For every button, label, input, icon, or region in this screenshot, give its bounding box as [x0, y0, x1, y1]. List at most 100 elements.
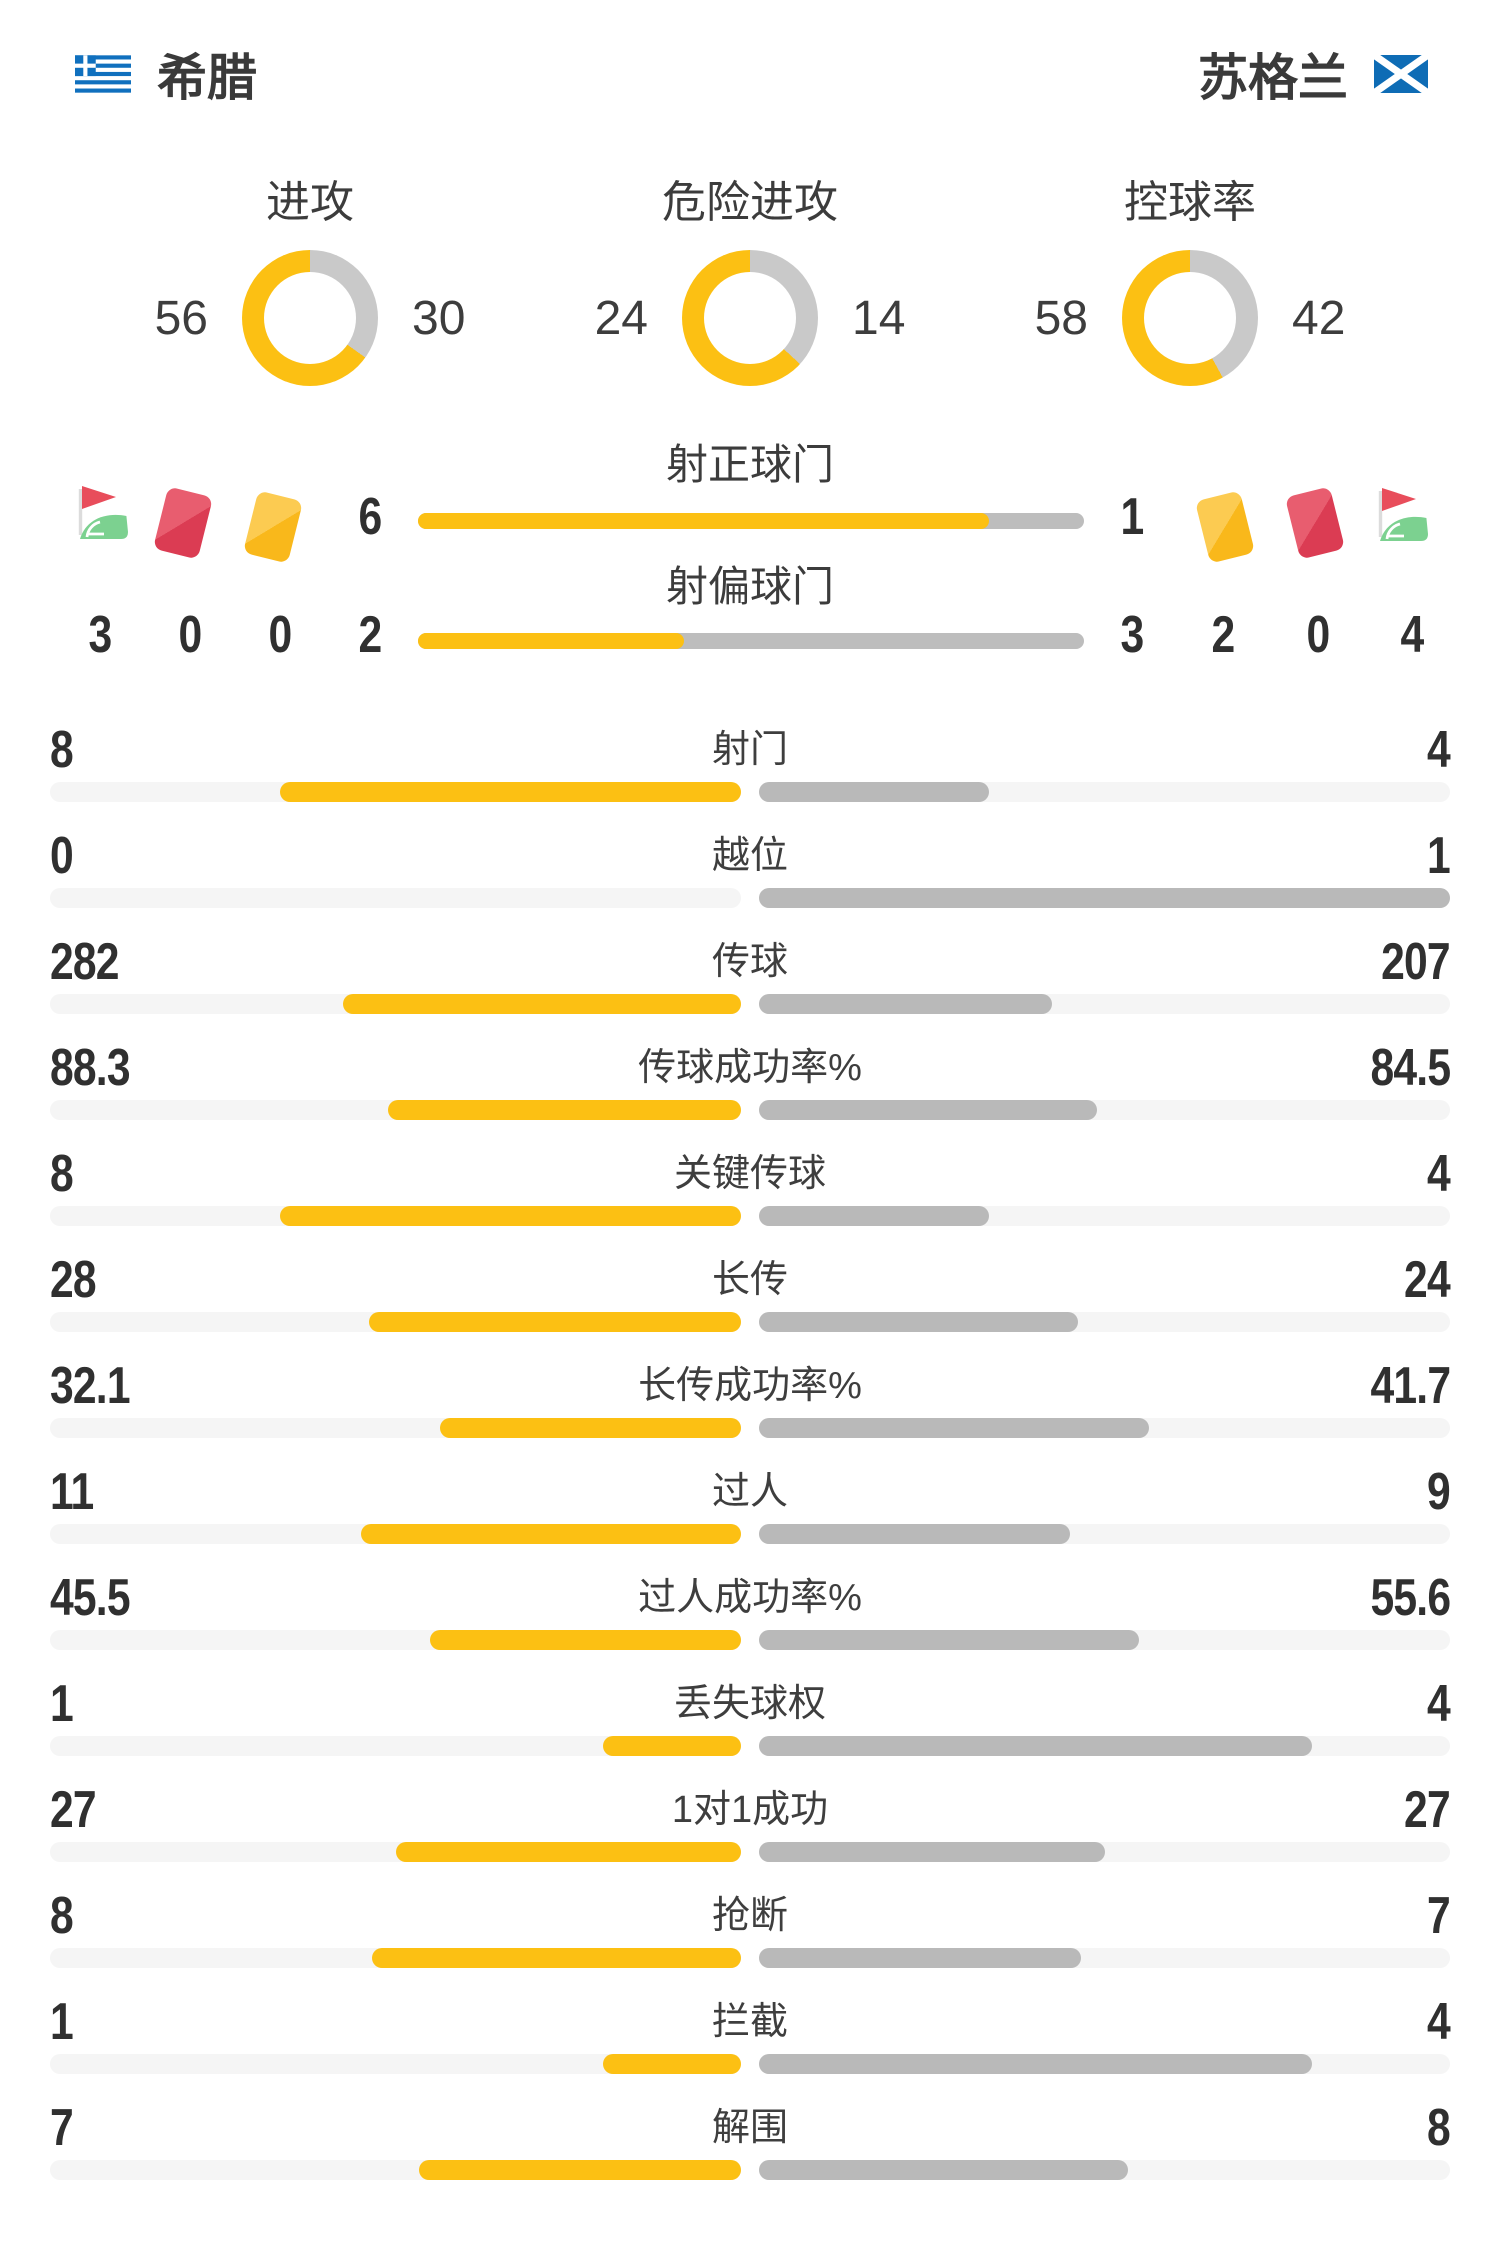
shots-on-target-title: 射正球门: [665, 441, 834, 488]
stat-row: 8 射门 4: [0, 721, 1500, 828]
donut-section: 进攻 56 30 危险进攻 24 14 控球率 58 42: [0, 180, 1500, 386]
stat-label: 抢断: [711, 1895, 788, 1937]
donut-title: 进攻: [266, 178, 354, 227]
stat-home-value: 8: [50, 1145, 74, 1203]
away-yellow-cards-count: 2: [1211, 606, 1236, 664]
stat-away-value: 9: [1427, 1463, 1451, 1521]
stat-bars: [50, 1630, 1450, 1650]
stat-label: 越位: [711, 835, 788, 877]
stat-bar-away-track: [759, 2160, 1450, 2180]
greece-flag-icon: [75, 55, 131, 93]
shots-off-home-value: 2: [358, 606, 383, 664]
stat-row: 88.3 传球成功率% 84.5: [0, 1039, 1500, 1146]
stat-away-value: 4: [1427, 1993, 1451, 2051]
donut-chart: [242, 250, 378, 386]
donut-title: 控球率: [1124, 178, 1256, 227]
stat-home-value: 7: [50, 2099, 74, 2157]
stat-bar-home-fill: [418, 2160, 741, 2180]
stat-bar-away-track: [759, 888, 1450, 908]
stat-home-value: 45.5: [50, 1569, 131, 1627]
stat-row: 8 抢断 7: [0, 1887, 1500, 1994]
stat-away-value: 55.6: [1370, 1569, 1451, 1627]
stat-label: 长传: [711, 1259, 788, 1301]
stat-bar-home-track: [50, 1100, 741, 1120]
stat-bar-away-track: [759, 994, 1450, 1014]
stat-bar-away-track: [759, 1312, 1450, 1332]
corner-flag-icon: [1372, 483, 1428, 554]
away-red-cards-count: 0: [1306, 606, 1331, 664]
stat-bar-away-track: [759, 1418, 1450, 1438]
stat-bars: [50, 1524, 1450, 1544]
stat-line: 1 丢失球权 4: [50, 1675, 1451, 1733]
stat-bars: [50, 1948, 1450, 1968]
away-discipline-icons: [1194, 481, 1428, 567]
stat-away-value: 4: [1427, 721, 1451, 779]
stat-away-value: 1: [1427, 827, 1451, 885]
stat-home-value: 8: [50, 721, 74, 779]
donut-chart: [682, 250, 818, 386]
red-card-icon: [152, 486, 214, 560]
stat-home-value: 1: [50, 1993, 74, 2051]
shots-on-away-value: 1: [1120, 488, 1145, 546]
corner-flag-icon: [72, 481, 128, 552]
stat-bar-away-fill: [759, 1312, 1078, 1332]
donut-group-dangerous-attacks: 危险进攻 24 14: [530, 180, 970, 386]
stat-row: 8 关键传球 4: [0, 1145, 1500, 1252]
stat-bars: [50, 2160, 1450, 2180]
donut-home-value: 58: [1034, 291, 1088, 345]
stat-bars: [50, 888, 1450, 908]
stat-bar-home-track: [50, 1948, 741, 1968]
stat-bar-away-fill: [759, 1524, 1070, 1544]
stat-label: 解围: [711, 2107, 788, 2149]
stat-label: 丢失球权: [673, 1683, 826, 1725]
stat-label: 射门: [711, 729, 788, 771]
stat-row: 45.5 过人成功率% 55.6: [0, 1569, 1500, 1676]
home-red-cards-count: 0: [178, 606, 203, 664]
stat-row: 32.1 长传成功率% 41.7: [0, 1357, 1500, 1464]
stat-bars: [50, 1736, 1450, 1756]
stat-line: 8 关键传球 4: [50, 1145, 1451, 1203]
stat-bar-away-fill: [759, 888, 1450, 908]
stat-away-value: 84.5: [1370, 1039, 1451, 1097]
stat-bar-home-track: [50, 1524, 741, 1544]
home-team-name: 希腊: [157, 50, 257, 106]
stat-bars: [50, 2054, 1450, 2074]
stat-bar-home-track: [50, 782, 741, 802]
stat-row: 28 长传 24: [0, 1251, 1500, 1358]
stat-bar-away-fill: [759, 1418, 1150, 1438]
stat-line: 8 抢断 7: [50, 1887, 1451, 1945]
stat-line: 0 越位 1: [50, 827, 1451, 885]
stat-bars: [50, 782, 1450, 802]
stat-row: 282 传球 207: [0, 933, 1500, 1040]
stat-line: 282 传球 207: [50, 933, 1451, 991]
stat-bar-away-track: [759, 1948, 1450, 1968]
stat-bar-away-fill: [759, 1736, 1312, 1756]
stat-bar-away-fill: [759, 994, 1052, 1014]
stat-bar-home-fill: [602, 1736, 741, 1756]
stat-bar-home-track: [50, 1842, 741, 1862]
stat-away-value: 41.7: [1370, 1357, 1451, 1415]
shots-off-target-bar-fill: [418, 633, 685, 649]
stat-row: 1 丢失球权 4: [0, 1675, 1500, 1782]
stat-label: 拦截: [711, 2001, 788, 2043]
away-corners-count: 4: [1400, 606, 1425, 664]
stat-line: 28 长传 24: [50, 1251, 1451, 1309]
stat-bar-home-track: [50, 888, 741, 908]
donut-away-value: 42: [1292, 291, 1346, 345]
stat-row: 11 过人 9: [0, 1463, 1500, 1570]
shots-on-target-bar-fill: [418, 513, 989, 529]
shots-off-target-bar: [418, 633, 1084, 649]
stat-row: 7 解围 8: [0, 2099, 1500, 2206]
stat-away-value: 27: [1404, 1781, 1451, 1839]
donut-chart: [1122, 250, 1258, 386]
stat-bars: [50, 1842, 1450, 1862]
stat-home-value: 27: [50, 1781, 97, 1839]
stat-bar-home-fill: [602, 2054, 741, 2074]
stat-home-value: 8: [50, 1887, 74, 1945]
stat-bar-away-track: [759, 1630, 1450, 1650]
donut-group-possession: 控球率 58 42: [970, 180, 1410, 386]
stat-bar-home-track: [50, 2054, 741, 2074]
stat-bar-home-track: [50, 1630, 741, 1650]
stat-home-value: 88.3: [50, 1039, 131, 1097]
stat-line: 45.5 过人成功率% 55.6: [50, 1569, 1451, 1627]
